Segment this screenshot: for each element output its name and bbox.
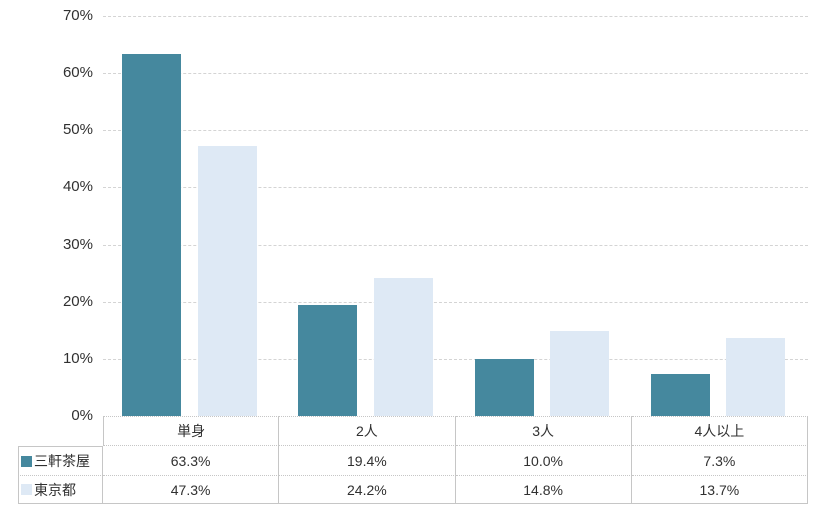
gridline xyxy=(103,130,808,132)
y-axis-tick-label: 0% xyxy=(71,407,93,424)
bar-series-2-category-4 xyxy=(726,337,786,416)
y-axis-tick-label: 10% xyxy=(62,349,93,367)
legend-label-text: 東京都 xyxy=(34,481,76,498)
y-axis-tick-label: 40% xyxy=(62,178,93,196)
data-table: 単身 2人 3人 4人以上三軒茶屋 63.3% 19.4% 10.0% 7.3% 東京都 47.3… xyxy=(18,416,808,504)
bar-series-2-category-1 xyxy=(197,145,257,416)
bar-series-1-category-2 xyxy=(298,305,358,416)
legend-marker-series-1 xyxy=(21,455,32,467)
legend-row-label: 三軒茶屋 xyxy=(18,446,103,476)
bar-series-2-category-3 xyxy=(550,331,609,416)
gridline xyxy=(103,73,808,75)
table-header-cell: 3人 xyxy=(455,416,632,446)
table-value-cell: 19.4% xyxy=(279,446,456,476)
table-value-cell: 13.7% xyxy=(631,476,808,504)
gridline xyxy=(103,187,808,189)
table-header-cell: 4人以上 xyxy=(631,416,808,446)
gridline xyxy=(103,301,808,303)
y-axis-tick-label: 60% xyxy=(62,64,93,82)
bar-series-2-category-2 xyxy=(373,277,433,416)
y-axis-tick-label: 70% xyxy=(62,7,93,24)
table-header-cell: 2人 xyxy=(279,416,456,446)
legend-marker-series-2 xyxy=(21,484,32,495)
table-value-cell: 10.0% xyxy=(455,446,632,476)
table-value-cell: 14.8% xyxy=(455,476,632,504)
table-value-cell: 7.3% xyxy=(631,446,808,476)
y-axis-tick-label: 30% xyxy=(62,235,93,253)
legend-row-label: 東京都 xyxy=(18,476,103,504)
plot-area xyxy=(103,16,808,416)
table-corner-cell xyxy=(18,416,103,446)
gridline xyxy=(103,16,808,17)
gridline xyxy=(103,244,808,246)
bar-series-1-category-1 xyxy=(122,54,181,416)
y-axis-tick-label: 50% xyxy=(62,121,93,139)
bar-series-1-category-4 xyxy=(650,374,710,416)
table-value-cell: 24.2% xyxy=(279,476,456,504)
table-header-cell: 単身 xyxy=(103,416,280,446)
bar-series-1-category-3 xyxy=(474,358,534,416)
gridline xyxy=(103,358,808,360)
y-axis-tick-label: 20% xyxy=(62,292,93,310)
table-value-cell: 63.3% xyxy=(103,446,280,476)
table-value-cell: 47.3% xyxy=(103,476,280,504)
legend-label-text: 三軒茶屋 xyxy=(34,453,90,469)
